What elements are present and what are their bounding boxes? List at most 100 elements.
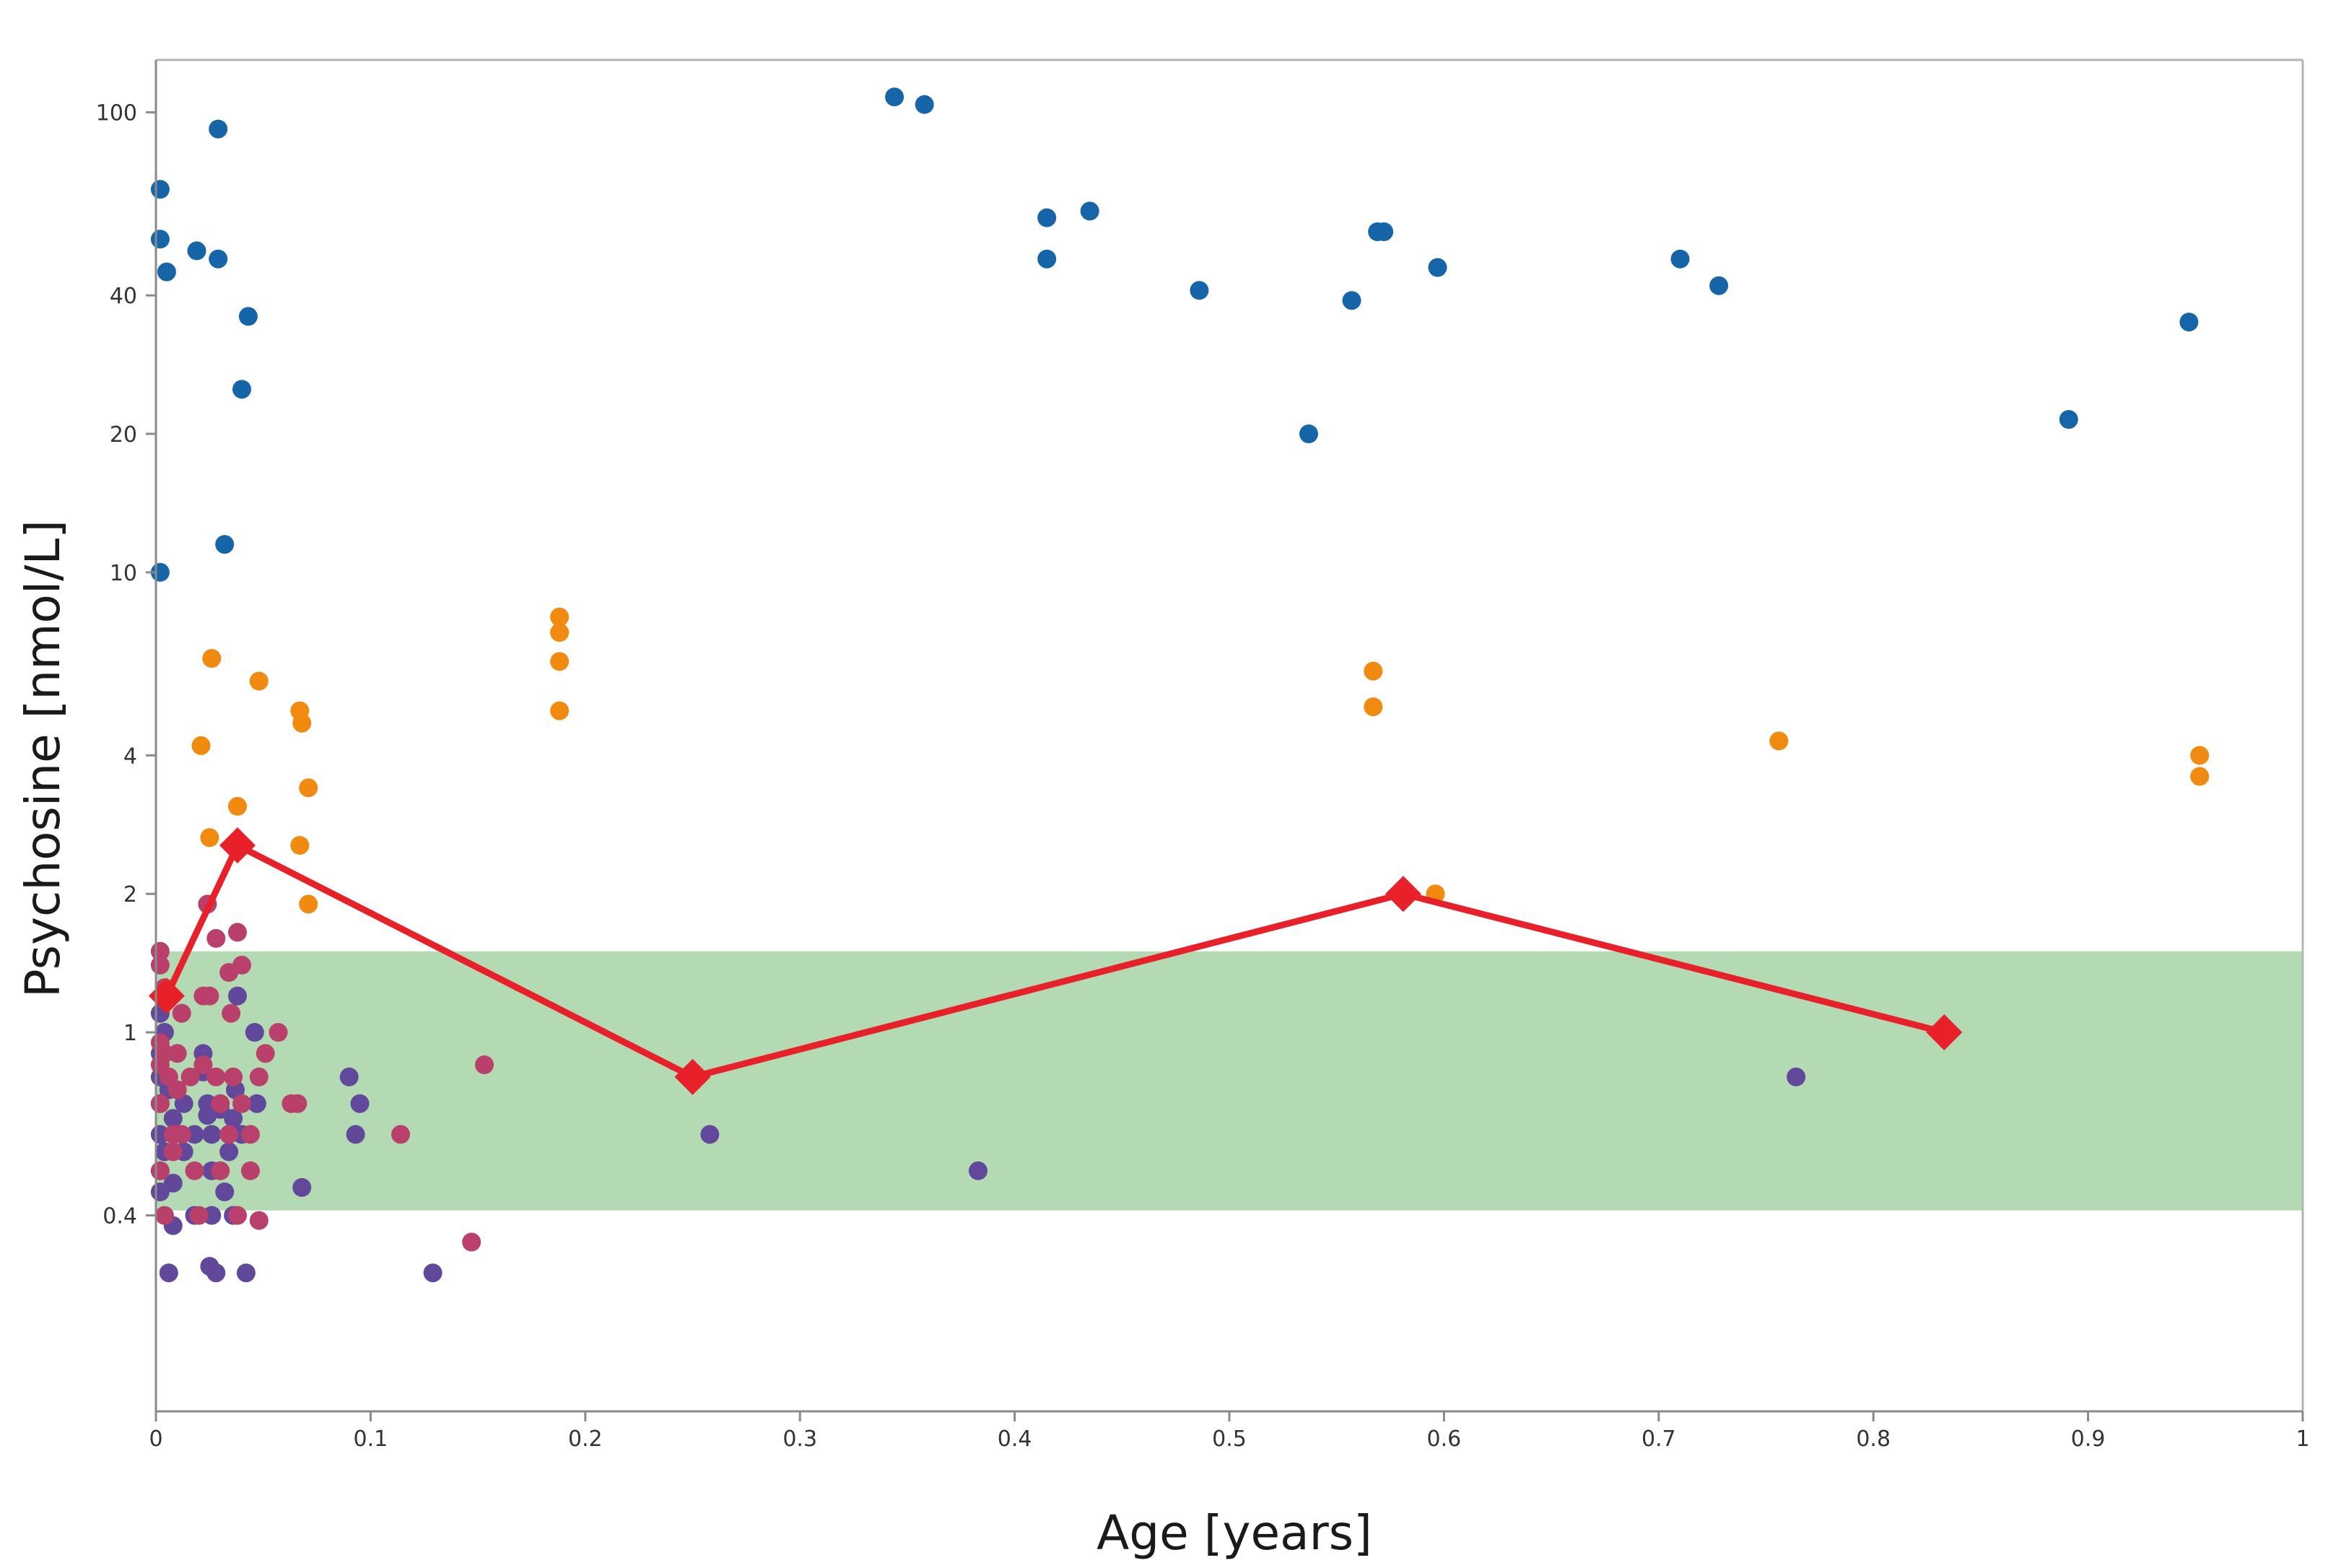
data-point-low_purple — [247, 1094, 266, 1113]
data-point-high — [215, 535, 235, 554]
data-point-high — [209, 249, 228, 269]
data-point-low_pink — [256, 1044, 275, 1063]
data-point-intermediate — [1364, 661, 1383, 681]
x-tick-label: 0.9 — [2071, 1427, 2106, 1452]
data-point-low_purple — [219, 1142, 239, 1162]
data-point-low_pink — [240, 1125, 260, 1144]
median-marker — [219, 827, 256, 863]
median-marker — [148, 977, 185, 1014]
data-point-low_purple — [206, 1263, 226, 1283]
data-point-low_pink — [211, 1161, 230, 1180]
data-point-low_pink — [211, 1094, 230, 1113]
data-point-low_pink — [154, 1044, 174, 1063]
data-point-low_purple — [224, 1109, 243, 1128]
data-point-intermediate — [1364, 697, 1383, 717]
data-point-low_purple — [159, 1263, 178, 1283]
data-point-high — [232, 380, 251, 399]
data-point-high — [1299, 424, 1318, 443]
reference-band — [156, 951, 2303, 1211]
data-point-high — [1670, 249, 1690, 269]
data-point-low_pink — [167, 1080, 187, 1099]
data-point-intermediate — [299, 894, 318, 914]
data-point-intermediate — [1769, 731, 1789, 751]
data-point-low_purple — [245, 1023, 264, 1042]
data-point-low_pink — [206, 1067, 226, 1086]
x-tick-label: 0.2 — [568, 1427, 603, 1452]
y-tick-label: 2 — [123, 882, 137, 907]
data-point-low_pink — [150, 1094, 170, 1113]
data-point-low_pink — [288, 1094, 308, 1113]
x-tick-label: 0.3 — [782, 1427, 817, 1452]
x-tick-label: 0.5 — [1212, 1427, 1247, 1452]
data-point-intermediate — [2190, 767, 2210, 786]
data-point-high — [2059, 410, 2078, 429]
data-point-low_pink — [224, 1067, 243, 1086]
data-point-low_purple — [423, 1263, 443, 1283]
data-point-high — [1374, 222, 1394, 241]
data-point-low_pink — [462, 1232, 481, 1252]
data-point-low_pink — [232, 1094, 251, 1113]
data-point-low_purple — [185, 1125, 204, 1144]
data-point-intermediate — [202, 649, 222, 668]
data-point-low_pink — [193, 1055, 213, 1074]
data-point-low_purple — [215, 1182, 235, 1201]
data-point-low_purple — [1787, 1067, 1806, 1086]
y-tick-label: 40 — [110, 284, 137, 309]
data-point-low_pink — [167, 1044, 187, 1063]
data-point-high — [238, 307, 258, 326]
data-point-intermediate — [290, 836, 310, 855]
data-point-low_pink — [150, 955, 170, 975]
data-point-high — [150, 230, 170, 249]
data-point-intermediate — [550, 652, 570, 671]
data-point-low_purple — [292, 1177, 312, 1197]
data-point-intermediate — [249, 671, 269, 691]
data-point-high — [157, 262, 176, 282]
data-point-intermediate — [191, 736, 211, 755]
data-point-low_purple — [339, 1067, 359, 1086]
y-tick-label: 4 — [123, 744, 137, 769]
data-point-high — [1080, 201, 1099, 221]
data-point-low_pink — [475, 1055, 494, 1074]
data-point-low_purple — [346, 1125, 365, 1144]
data-point-high — [1428, 258, 1447, 277]
x-tick-label: 0.7 — [1642, 1427, 1676, 1452]
data-point-high — [1037, 249, 1057, 269]
data-point-low_pink — [228, 923, 247, 942]
data-point-low_pink — [206, 928, 226, 948]
data-point-high — [209, 119, 228, 139]
data-point-low_pink — [172, 1003, 191, 1023]
y-tick-label: 10 — [110, 561, 137, 586]
data-point-low_pink — [240, 1161, 260, 1180]
data-point-intermediate — [550, 607, 570, 627]
data-point-intermediate — [2190, 746, 2210, 765]
data-point-high — [2179, 313, 2199, 332]
x-tick-label: 1 — [2296, 1427, 2309, 1452]
data-point-intermediate — [200, 828, 219, 848]
data-point-high — [150, 180, 170, 199]
y-axis-title: Psychosine [nmol/L] — [15, 520, 71, 998]
data-point-low_pink — [200, 986, 219, 1006]
data-point-intermediate — [228, 796, 247, 816]
data-point-high — [1709, 276, 1729, 295]
data-point-intermediate — [550, 701, 570, 720]
y-tick-label: 1 — [123, 1021, 137, 1046]
data-point-low_pink — [391, 1125, 410, 1144]
x-axis-title: Age [years] — [1097, 1505, 1372, 1561]
data-point-low_purple — [350, 1094, 370, 1113]
data-point-low_purple — [202, 1125, 222, 1144]
data-point-low_purple — [228, 986, 247, 1006]
data-point-low_pink — [172, 1125, 191, 1144]
x-tick-label: 0.4 — [998, 1427, 1032, 1452]
data-point-high — [187, 241, 206, 261]
x-tick-label: 0.1 — [354, 1427, 388, 1452]
data-point-low_pink — [154, 1206, 174, 1225]
data-point-low_pink — [228, 1206, 247, 1225]
data-point-low_pink — [163, 1142, 183, 1162]
data-point-low_pink — [249, 1067, 269, 1086]
y-tick-label: 0.4 — [103, 1204, 137, 1229]
data-point-low_purple — [969, 1161, 988, 1180]
data-point-intermediate — [292, 713, 312, 733]
